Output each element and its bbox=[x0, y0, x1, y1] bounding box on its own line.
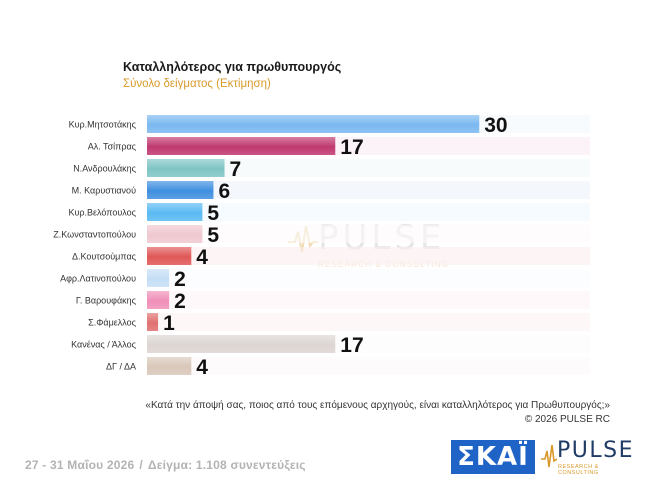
bar bbox=[147, 269, 170, 287]
value-label: 6 bbox=[218, 180, 230, 203]
category-label: ΔΓ / ΔΑ bbox=[106, 362, 136, 372]
category-label: Αλ. Τσίπρας bbox=[88, 142, 137, 152]
footer-separator: / bbox=[139, 458, 143, 472]
value-label: 2 bbox=[174, 290, 186, 313]
bar-track bbox=[147, 291, 590, 309]
value-label: 4 bbox=[196, 356, 208, 379]
value-label: 4 bbox=[196, 246, 208, 269]
bar-track bbox=[147, 181, 590, 199]
value-label: 17 bbox=[340, 136, 363, 159]
copyright: © 2026 PULSE RC bbox=[524, 414, 610, 425]
bar-track bbox=[147, 269, 590, 287]
bar bbox=[147, 225, 203, 243]
category-label: Κυρ.Βελόπουλος bbox=[68, 208, 136, 218]
bar-track bbox=[147, 313, 590, 331]
survey-dates: 27 - 31 Μαΐου 2026 bbox=[25, 458, 135, 472]
value-label: 7 bbox=[230, 158, 242, 181]
survey-question: «Κατά την άποψή σας, ποιος από τους επόμ… bbox=[145, 400, 610, 411]
bar bbox=[147, 357, 192, 375]
survey-footer: 27 - 31 Μαΐου 2026 / Δείγμα: 1.108 συνεντε… bbox=[25, 458, 306, 472]
category-label: Μ. Καρυστιανού bbox=[72, 186, 136, 196]
bar bbox=[147, 203, 203, 221]
bar-track bbox=[147, 247, 590, 265]
bar bbox=[147, 159, 225, 177]
skai-logo: ΣΚΑΪ bbox=[451, 440, 535, 474]
bar-track bbox=[147, 357, 590, 375]
category-label: Γ. Βαρουφάκης bbox=[76, 296, 137, 306]
value-label: 1 bbox=[163, 312, 175, 335]
chart-title: Καταλληλότερος για πρωθυπουργός bbox=[123, 60, 342, 74]
bar bbox=[147, 247, 192, 265]
bar-track bbox=[147, 225, 590, 243]
bar bbox=[147, 115, 480, 133]
pulse-logo: PULSE RESEARCH & CONSULTING bbox=[541, 437, 634, 477]
bar-track bbox=[147, 203, 590, 221]
bar bbox=[147, 291, 170, 309]
bar bbox=[147, 313, 159, 331]
category-label: Κανένας / Άλλος bbox=[71, 340, 137, 350]
category-label: Δ.Κουτσούμπας bbox=[72, 252, 137, 262]
value-label: 5 bbox=[207, 202, 219, 225]
bar bbox=[147, 137, 336, 155]
category-label: Αφρ.Λατινοπούλου bbox=[60, 274, 136, 284]
pulse-wave-icon bbox=[541, 444, 557, 468]
value-label: 2 bbox=[174, 268, 186, 291]
value-label: 30 bbox=[484, 114, 507, 137]
value-label: 5 bbox=[207, 224, 219, 247]
bar bbox=[147, 181, 214, 199]
bar-track bbox=[147, 159, 590, 177]
category-label: Ζ.Κωνσταντοπούλου bbox=[53, 230, 136, 240]
category-label: Σ.Φάμελλος bbox=[88, 318, 137, 328]
pulse-logo-word: PULSE bbox=[557, 438, 634, 463]
chart-subtitle: Σύνολο δείγματος (Εκτίμηση) bbox=[123, 78, 271, 90]
bar bbox=[147, 335, 336, 353]
value-label: 17 bbox=[340, 334, 363, 357]
category-label: Ν.Ανδρουλάκης bbox=[73, 164, 136, 174]
sample-size: Δείγμα: 1.108 συνεντεύξεις bbox=[147, 458, 306, 472]
category-label: Κυρ.Μητσοτάκης bbox=[69, 120, 137, 130]
pulse-logo-sub: RESEARCH & CONSULTING bbox=[558, 464, 599, 476]
